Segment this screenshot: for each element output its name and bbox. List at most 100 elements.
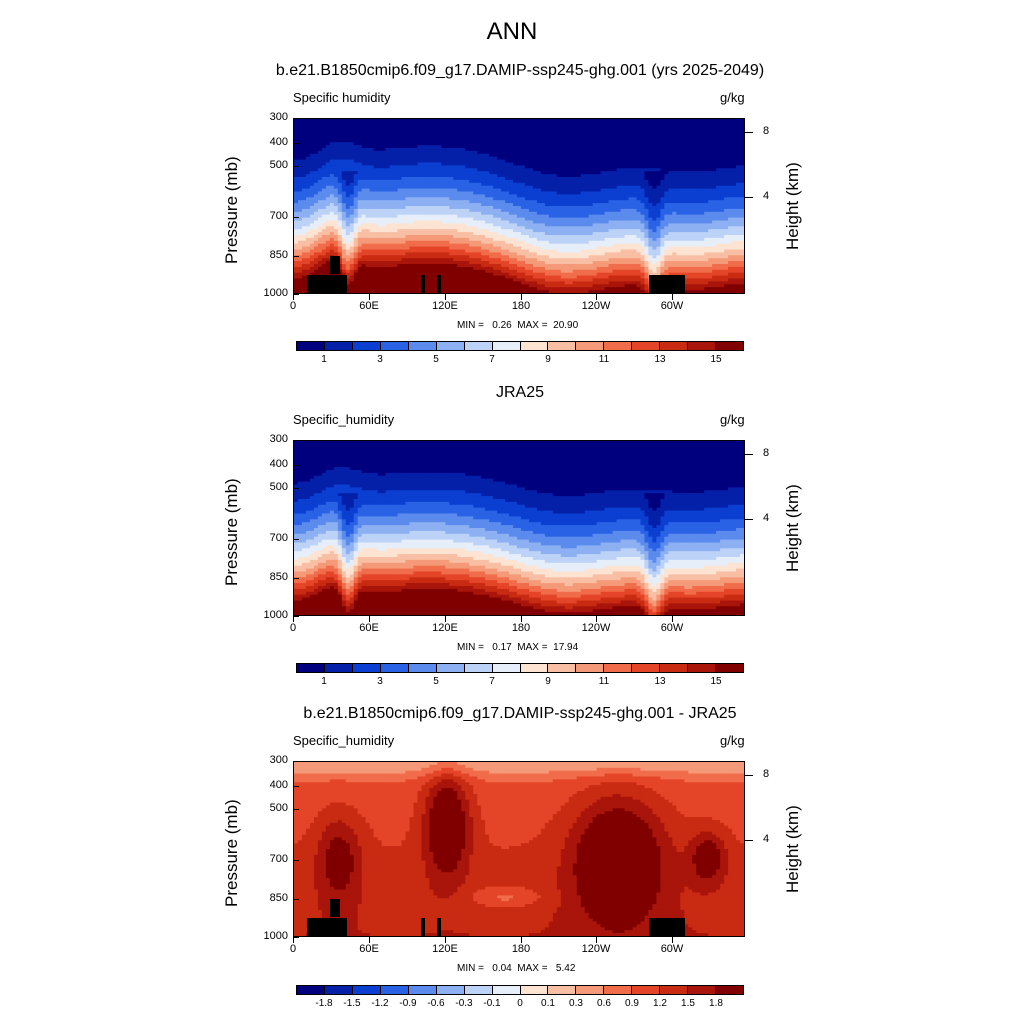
contour-cell [445, 133, 450, 137]
contour-cell [493, 127, 498, 132]
contour-cell [608, 127, 614, 132]
contour-cell [517, 130, 522, 135]
contour-cell [528, 119, 534, 123]
contour-cell [572, 119, 578, 123]
contour-cell [536, 121, 542, 126]
contour-cell [441, 133, 446, 137]
contour-cell [305, 124, 311, 129]
contour-cell [429, 121, 434, 126]
contour-cell [373, 124, 379, 129]
contour-cell [465, 130, 470, 135]
contour-cell [369, 127, 375, 132]
contour-cell [405, 130, 411, 135]
contour-cell [505, 130, 510, 135]
contour-cell [564, 130, 570, 135]
contour-cell [648, 124, 653, 129]
contour-cell [640, 130, 646, 135]
contour-cell [556, 127, 562, 132]
contour-cell [724, 119, 729, 123]
contour-cell [353, 133, 359, 137]
contour-cell [704, 127, 709, 132]
contour-cell [389, 127, 395, 132]
contour-cell [401, 133, 407, 137]
contour-cell [572, 121, 578, 126]
contour-cell [532, 119, 538, 123]
contour-cell [405, 119, 411, 123]
contour-cell [397, 130, 403, 135]
contour-cell [564, 124, 570, 129]
contour-cell [317, 130, 323, 135]
contour-cell [740, 127, 744, 132]
contour-cell [301, 124, 307, 129]
contour-cell [477, 124, 482, 129]
contour-cell [520, 130, 526, 135]
contour-cell [592, 121, 598, 126]
contour-cell [373, 130, 379, 135]
contour-cell [680, 119, 685, 123]
contour-cell [489, 130, 494, 135]
contour-cell [301, 119, 307, 123]
contour-cell [465, 124, 470, 129]
contour-cell [309, 130, 315, 135]
contour-cell [524, 127, 530, 132]
contour-cell [560, 119, 566, 123]
contour-cell [477, 127, 482, 132]
contour-cell [329, 121, 335, 126]
contour-cell [584, 127, 590, 132]
contour-cell [493, 124, 498, 129]
contour-cell [612, 127, 618, 132]
contour-cell [632, 124, 638, 129]
contour-cell [345, 119, 351, 123]
contour-cell [397, 119, 403, 123]
contour-cell [692, 130, 697, 135]
contour-cell [377, 133, 383, 137]
contour-cell [369, 133, 375, 137]
contour-cell [648, 127, 653, 132]
contour-cell [294, 124, 299, 129]
contour-cell [365, 124, 371, 129]
contour-cell [473, 130, 478, 135]
contour-cell [469, 127, 474, 132]
contour-cell [584, 130, 590, 135]
contour-cell [501, 124, 506, 129]
contour-cell [588, 130, 594, 135]
contour-cell [509, 119, 514, 123]
contour-cell [548, 121, 554, 126]
contour-cell [544, 124, 550, 129]
contour-cell [624, 119, 630, 123]
contour-cell [341, 133, 347, 137]
contour-cell [632, 121, 638, 126]
contour-cell [560, 121, 566, 126]
contour-cell [628, 130, 634, 135]
contour-cell [393, 119, 399, 123]
contour-cell [716, 119, 721, 123]
contour-cell [600, 119, 606, 123]
contour-cell [636, 119, 642, 123]
contour-cell [552, 121, 558, 126]
contour-cell [664, 121, 669, 126]
contour-cell [640, 127, 646, 132]
contour-cell [465, 133, 470, 137]
contour-cell [620, 119, 626, 123]
contour-cell [481, 121, 486, 126]
contour-cell [528, 130, 534, 135]
contour-cell [485, 133, 490, 137]
contour-cell [708, 119, 713, 123]
contour-cell [437, 130, 442, 135]
contour-cell [664, 127, 669, 132]
contour-cell [425, 130, 430, 135]
contour-cell [596, 121, 602, 126]
contour-cell [413, 119, 419, 123]
contour-cell [552, 127, 558, 132]
contour-cell [544, 119, 550, 123]
contour-cell [377, 119, 383, 123]
contour-cell [732, 127, 737, 132]
contour-cell [401, 124, 407, 129]
contour-cell [576, 130, 582, 135]
contour-cell [700, 121, 705, 126]
contour-cell [632, 130, 638, 135]
contour-cell [556, 124, 562, 129]
contour-cell [357, 127, 363, 132]
contour-cell [664, 130, 669, 135]
contour-cell [409, 133, 415, 137]
